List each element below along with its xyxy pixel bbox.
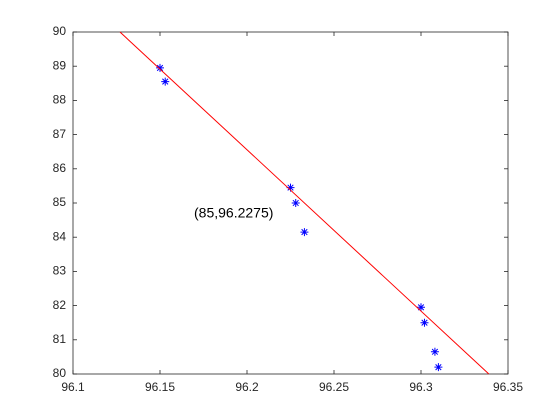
x-tick-label: 96.35 (493, 380, 523, 394)
asterisk-marker (286, 183, 295, 192)
y-tick-label: 82 (53, 298, 67, 312)
y-tick-label: 83 (53, 264, 67, 278)
asterisk-marker (420, 318, 429, 327)
plot-box (72, 31, 509, 375)
asterisk-marker (434, 363, 443, 372)
y-tick-label: 84 (53, 229, 67, 243)
asterisk-marker (161, 77, 170, 86)
x-tick-label: 96.1 (61, 380, 85, 394)
asterisk-marker (430, 347, 439, 356)
x-tick-label: 96.25 (319, 380, 349, 394)
y-tick-label: 88 (53, 93, 67, 107)
asterisk-marker (291, 199, 300, 207)
y-tick-label: 85 (53, 195, 67, 209)
x-tick-label: 96.3 (409, 380, 433, 394)
x-tick-label: 96.2 (235, 380, 259, 394)
x-tick-label: 96.15 (145, 380, 175, 394)
y-tick-label: 86 (53, 161, 67, 175)
asterisk-marker (417, 303, 425, 312)
fit-line (119, 31, 490, 375)
asterisk-marker (300, 228, 309, 237)
y-tick-label: 87 (53, 127, 67, 141)
y-tick-label: 89 (53, 58, 67, 72)
asterisk-marker (156, 63, 164, 72)
annotation: (85,96.2275) (194, 205, 273, 221)
y-tick-label: 90 (53, 24, 67, 38)
y-tick-label: 80 (53, 366, 67, 380)
y-tick-label: 81 (53, 332, 67, 346)
